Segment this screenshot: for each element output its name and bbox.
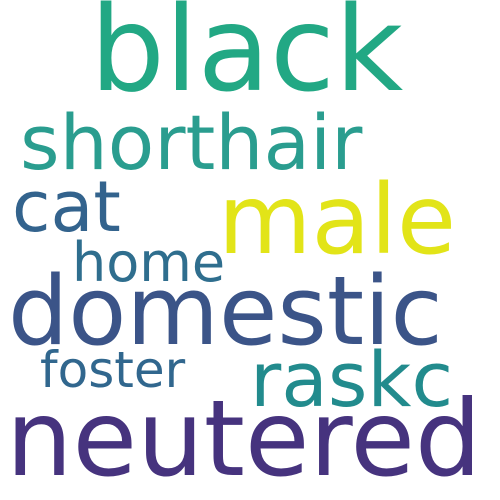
word-home: home xyxy=(72,231,226,294)
word-neutered: neutered xyxy=(6,378,482,500)
word-cat: cat xyxy=(12,166,121,248)
word-male: male xyxy=(218,164,457,276)
word-shorthair: shorthair xyxy=(20,98,363,187)
word-domestic: domestic xyxy=(8,257,443,367)
word-black: black xyxy=(90,0,404,118)
word-raskc: raskc xyxy=(250,335,454,424)
word-foster: foster xyxy=(40,341,186,399)
